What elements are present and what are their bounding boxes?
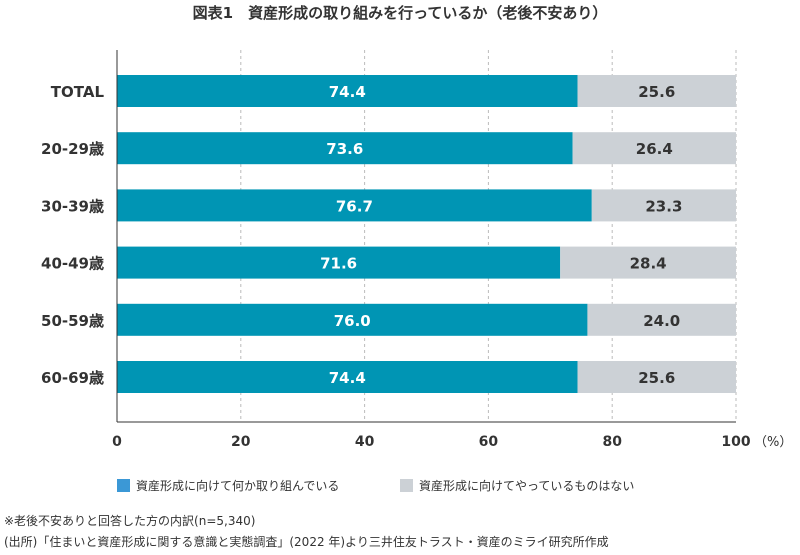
legend-item-doing: 資産形成に向けて何か取り組んでいる	[117, 477, 339, 494]
legend-swatch	[117, 479, 130, 492]
x-tick-label: 80	[602, 434, 622, 450]
bar-segment	[572, 132, 736, 165]
x-tick-label: 20	[231, 434, 251, 450]
category-label: 60-69歳	[41, 369, 104, 387]
data-label: 25.6	[638, 369, 675, 387]
data-label: 74.4	[329, 83, 366, 101]
sample-note: ※老後不安ありと回答した方の内訳(n=5,340)	[4, 514, 256, 528]
bar-segment	[117, 246, 561, 279]
data-label: 25.6	[638, 83, 675, 101]
data-label: 28.4	[630, 255, 667, 273]
data-label: 24.0	[643, 312, 680, 330]
category-label: 50-59歳	[41, 312, 104, 330]
x-unit-label: （%）	[754, 435, 792, 450]
x-tick-label: 60	[479, 434, 499, 450]
bar-segment	[560, 246, 736, 279]
bar-segment	[117, 189, 592, 222]
category-label: 20-29歳	[41, 140, 104, 158]
data-label: 71.6	[320, 255, 357, 273]
data-label: 76.7	[336, 197, 373, 215]
data-label: 23.3	[645, 197, 682, 215]
bar-segment	[117, 303, 588, 336]
legend-item-not-doing: 資産形成に向けてやっているものはない	[400, 477, 634, 494]
bar-segment	[591, 189, 736, 222]
plot-area: 0 20 40 60 80 100 （%） TOTAL 74.4 25.6 20-29歳 73.6 26…	[41, 50, 792, 450]
bar-segment	[577, 361, 736, 393]
bar-segment	[587, 303, 736, 336]
legend-label: 資産形成に向けてやっているものはない	[419, 479, 635, 493]
bar-segment	[117, 361, 578, 393]
data-label: 74.4	[329, 369, 366, 387]
data-label: 73.6	[326, 140, 363, 158]
legend-label: 資産形成に向けて何か取り組んでいる	[136, 479, 340, 493]
x-tick-label: 100	[721, 434, 750, 450]
x-tick-label: 0	[112, 434, 122, 450]
bar-segment	[117, 75, 578, 107]
x-tick-label: 40	[355, 434, 375, 450]
data-label: 26.4	[636, 140, 673, 158]
legend-swatch	[400, 479, 413, 492]
bar-segment	[577, 75, 736, 107]
bar-segment	[117, 132, 573, 165]
data-label: 76.0	[334, 312, 371, 330]
chart-title: 図表1 資産形成の取り組みを行っているか（老後不安あり）	[192, 4, 608, 22]
source-note: (出所)「住まいと資産形成に関する意識と実態調査」(2022 年)より三井住友ト…	[4, 535, 609, 549]
category-label: TOTAL	[51, 83, 105, 101]
category-label: 30-39歳	[41, 197, 104, 215]
category-label: 40-49歳	[41, 255, 104, 273]
